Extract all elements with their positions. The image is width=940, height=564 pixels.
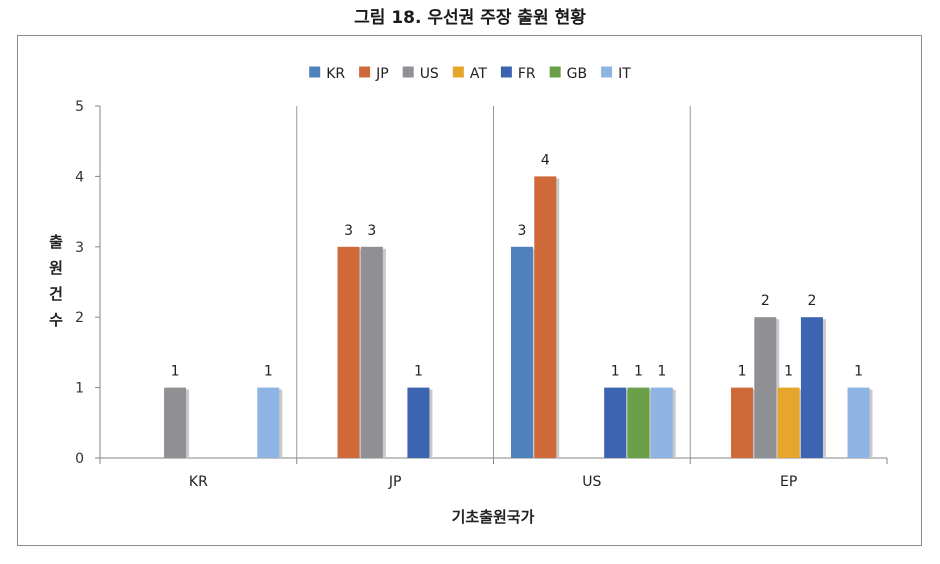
y-axis-title-char: 출 (49, 233, 63, 251)
bar (534, 176, 557, 458)
y-axis-title-char: 수 (49, 311, 63, 329)
axes: 0 1 2 3 4 5 KR JP US EP (75, 99, 888, 490)
y-tick-label: 0 (75, 451, 84, 467)
bar (777, 387, 800, 458)
data-label: 1 (264, 364, 273, 380)
bar (800, 317, 823, 458)
x-tick-label: US (582, 474, 601, 490)
legend-label: JP (375, 66, 389, 82)
chart-frame (17, 35, 922, 546)
data-label: 1 (611, 364, 620, 380)
data-label: 2 (807, 293, 816, 309)
legend-swatch (359, 66, 371, 78)
bar (731, 387, 754, 458)
y-tick-label: 3 (75, 240, 84, 256)
x-axis-title: 기초출원국가 (452, 508, 535, 526)
y-tick-label: 5 (75, 99, 84, 115)
y-tick-label: 2 (75, 310, 84, 326)
legend-label: GB (567, 66, 587, 82)
bar (360, 246, 383, 458)
bar (650, 387, 673, 458)
bar (164, 387, 187, 458)
legend-swatch (500, 66, 512, 78)
x-tick-label: EP (780, 474, 797, 490)
x-tick-label: KR (189, 474, 208, 490)
bar (337, 246, 360, 458)
data-label: 3 (344, 223, 353, 239)
legend-swatch (452, 66, 464, 78)
data-label: 1 (657, 364, 666, 380)
y-axis-title-char: 건 (49, 285, 63, 303)
legend-label: IT (618, 66, 631, 82)
data-label: 1 (738, 364, 747, 380)
legend-swatch (549, 66, 561, 78)
data-label: 1 (854, 364, 863, 380)
legend-swatch (601, 66, 613, 78)
legend-label: KR (326, 66, 345, 82)
bar (510, 246, 533, 458)
y-tick-label: 4 (75, 169, 84, 185)
bars (164, 176, 873, 458)
bar (407, 387, 430, 458)
figure-title: 그림 18. 우선권 주장 출원 현황 (354, 8, 586, 28)
data-label: 3 (367, 223, 376, 239)
bar (257, 387, 280, 458)
data-label: 1 (414, 364, 423, 380)
data-label: 1 (784, 364, 793, 380)
legend-label: AT (470, 66, 487, 82)
bar (754, 317, 777, 458)
y-axis-title-char: 원 (49, 259, 63, 277)
bar (627, 387, 650, 458)
legend-swatch (309, 66, 321, 78)
legend-swatch (402, 66, 414, 78)
bar (604, 387, 627, 458)
legend-label: FR (518, 66, 536, 82)
data-label: 2 (761, 293, 770, 309)
y-tick-label: 1 (75, 381, 84, 397)
data-label: 1 (171, 364, 180, 380)
data-label: 4 (541, 152, 550, 168)
legend-label: US (420, 66, 439, 82)
x-tick-label: JP (388, 474, 402, 490)
legend: KR JP US AT FR GB IT (309, 66, 631, 82)
data-label: 3 (518, 223, 527, 239)
bar (847, 387, 870, 458)
data-label: 1 (634, 364, 643, 380)
